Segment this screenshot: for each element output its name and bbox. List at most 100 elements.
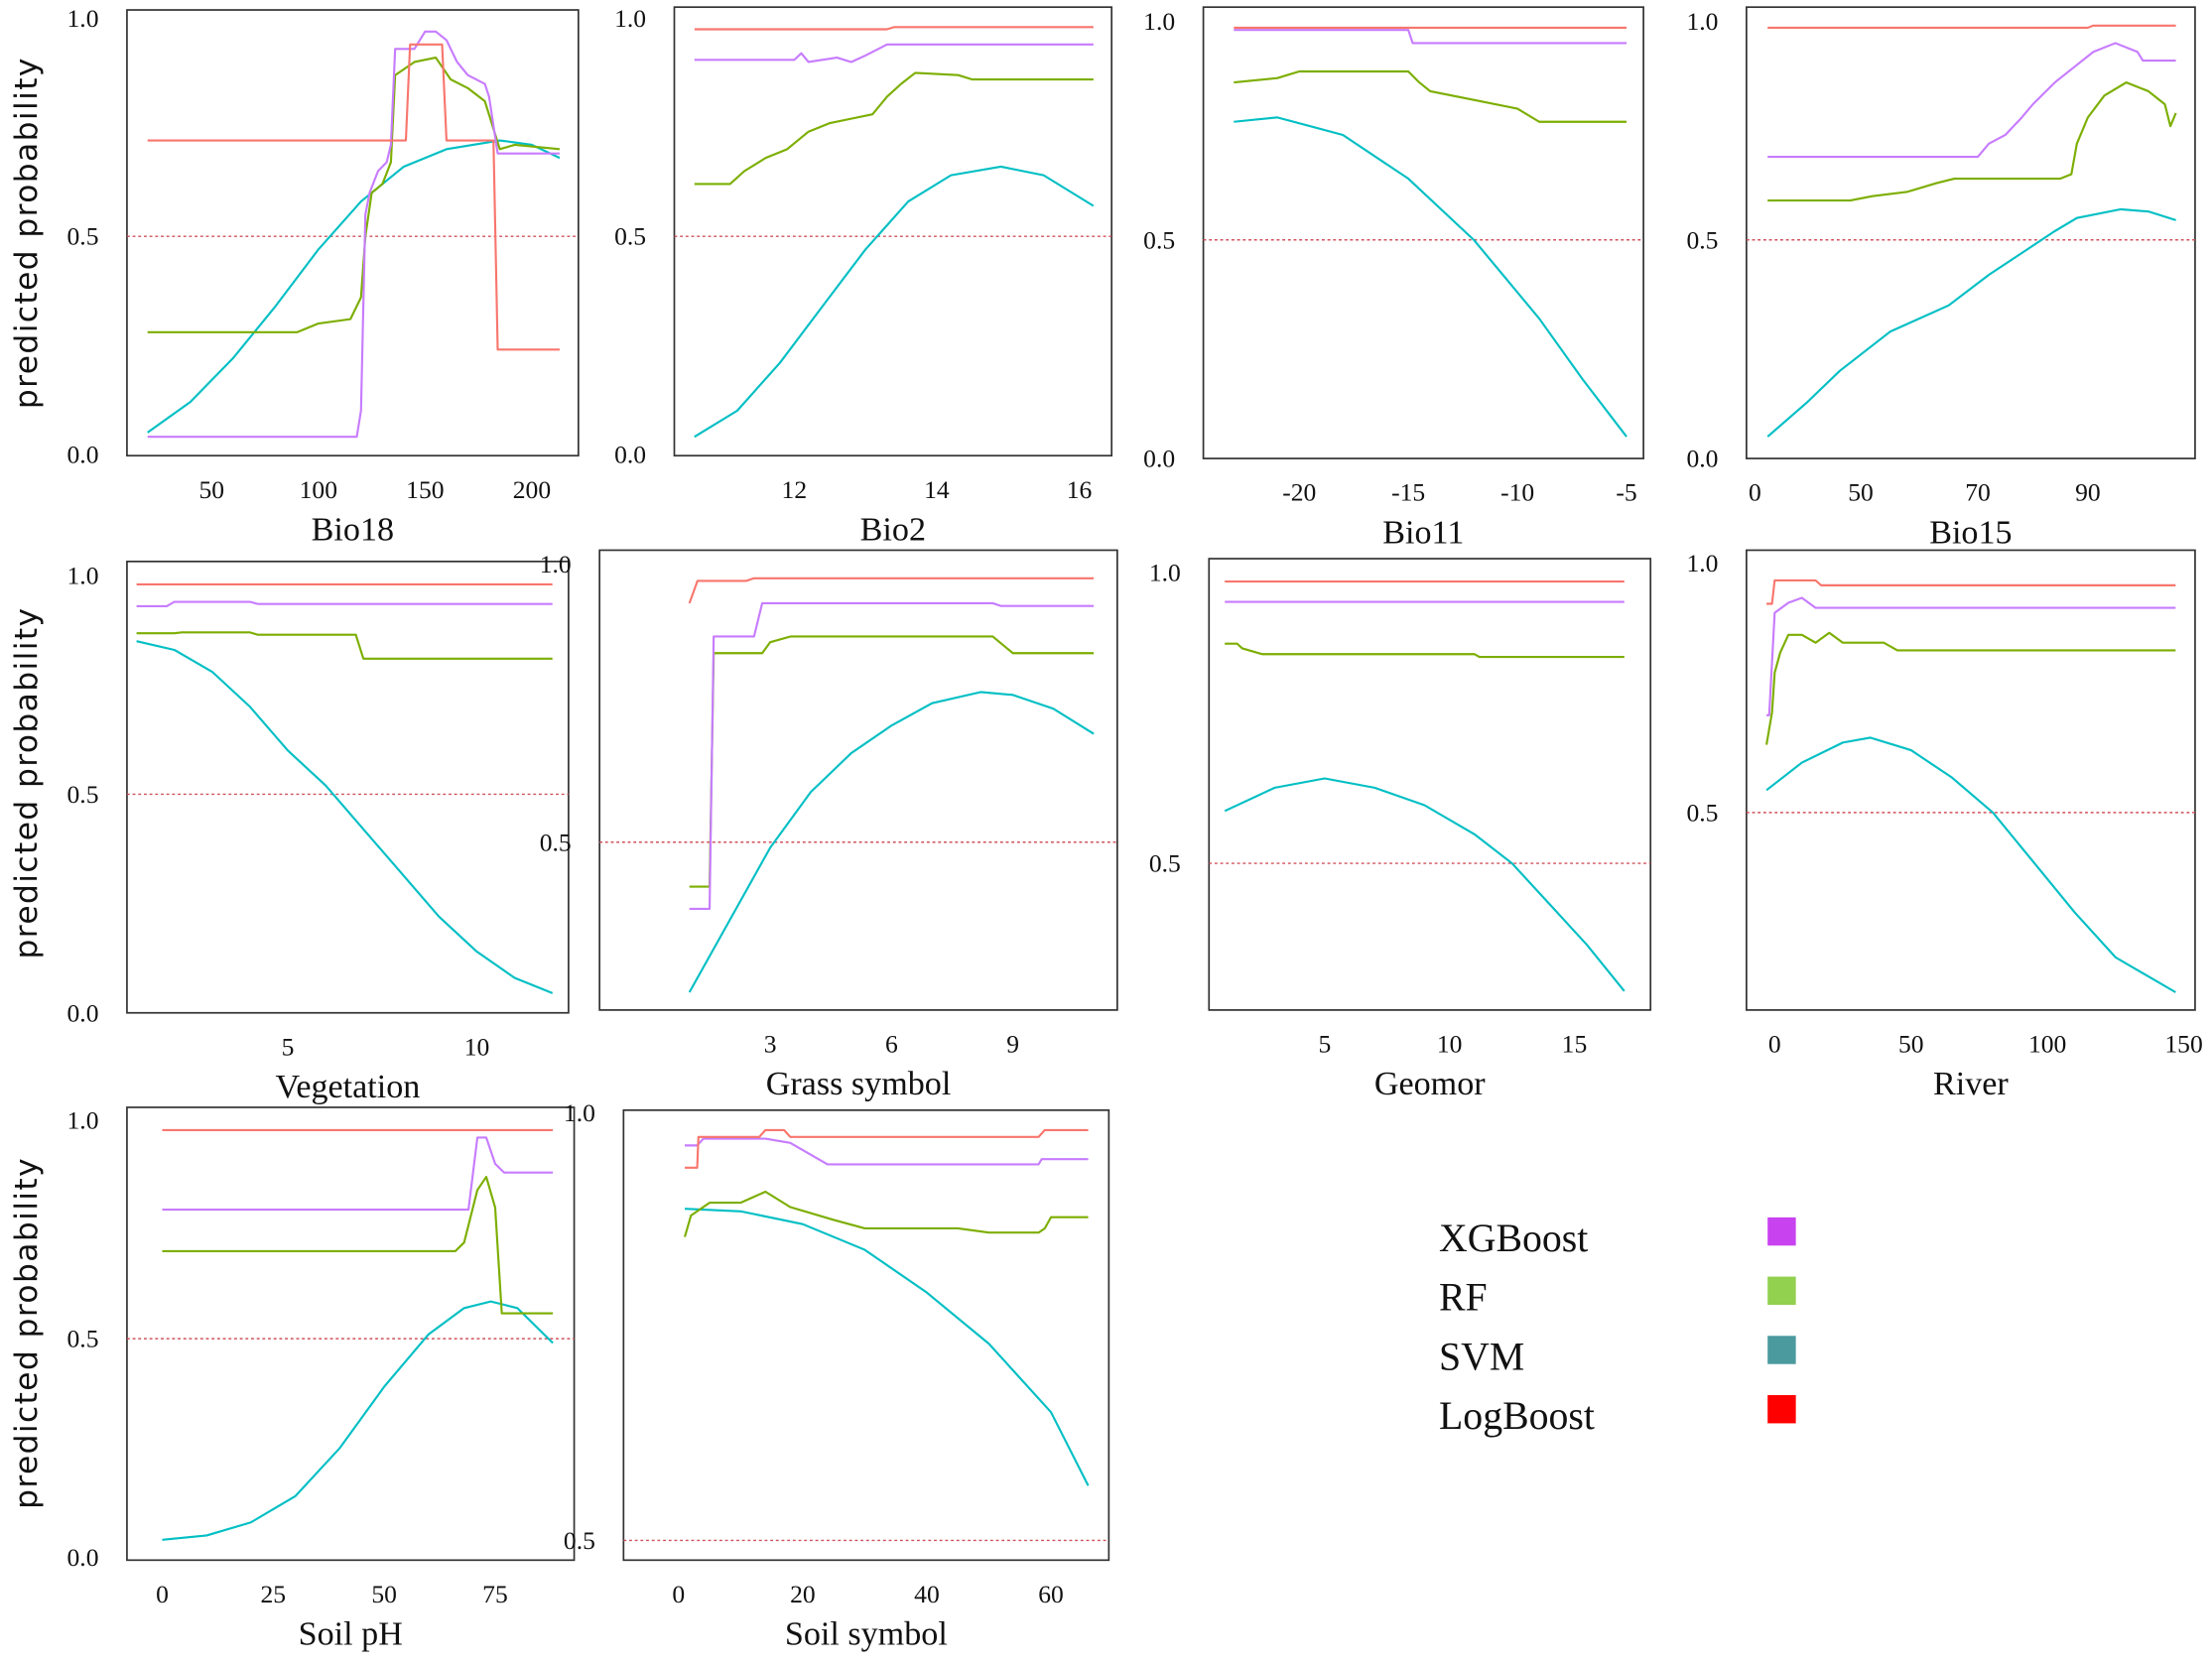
plot-frame: [126, 560, 570, 1014]
plot-frame: [622, 1108, 1110, 1562]
x-tick-label: 150: [2164, 1030, 2202, 1059]
x-tick-label: 14: [924, 475, 950, 504]
line-xgboost-grass-symbol: [689, 601, 1095, 911]
line-rf-bio2: [694, 71, 1094, 186]
x-tick-label: -20: [1282, 478, 1316, 507]
y-tick-label: 0.0: [67, 440, 99, 468]
line-xgboost-soil-ph: [162, 1136, 554, 1212]
plot-frame: [1202, 6, 1644, 459]
x-tick-label: 25: [261, 1580, 287, 1608]
x-tick-label: 75: [482, 1580, 508, 1608]
line-rf-bio11: [1234, 69, 1627, 123]
x-tick-label: -5: [1616, 478, 1636, 507]
legend-item-svm: SVM: [1439, 1335, 1796, 1378]
y-tick-label: 0.5: [67, 222, 99, 251]
line-logboost-grass-symbol: [688, 577, 1095, 604]
y-tick-label: 0.0: [67, 1543, 99, 1572]
line-svm-grass-symbol: [688, 691, 1095, 993]
line-xgboost-river: [1766, 596, 2176, 716]
line-svm-soil-ph: [162, 1300, 554, 1541]
x-tick-label: 5: [1318, 1030, 1331, 1059]
x-tick-label: 12: [782, 475, 808, 504]
x-axis-label: Bio18: [312, 512, 394, 549]
y-tick-label: 1.0: [67, 4, 99, 33]
x-tick-label: 15: [1562, 1030, 1588, 1059]
legend: XGBoost RF SVM LogBoost: [1439, 1217, 1796, 1438]
y-tick-label: 0.0: [1686, 445, 1718, 473]
x-tick-label: 100: [300, 475, 337, 504]
line-rf-soil-symbol: [683, 1190, 1089, 1237]
line-xgboost-bio15: [1767, 42, 2176, 159]
line-svm-river: [1765, 736, 2176, 993]
line-logboost-bio18: [147, 43, 560, 351]
x-axis-label: Soil symbol: [785, 1616, 948, 1653]
x-tick-label: 10: [1437, 1030, 1463, 1059]
line-rf-vegetation: [136, 631, 553, 660]
x-axis-label: Geomor: [1374, 1066, 1486, 1102]
y-tick-label: 0.5: [1143, 225, 1175, 254]
x-tick-label: 60: [1038, 1580, 1064, 1608]
y-tick-label: 0.5: [67, 1325, 99, 1353]
x-tick-label: 3: [764, 1030, 777, 1059]
x-axis-label: Bio15: [1929, 514, 2012, 551]
line-logboost-river: [1766, 578, 2176, 605]
line-rf-geomor: [1225, 642, 1625, 659]
panel-river: 0.5 1.0 0 50 100 150 River: [1686, 549, 2202, 1102]
x-tick-label: 0: [1768, 1030, 1781, 1059]
line-logboost-soil-symbol: [685, 1128, 1089, 1169]
line-svm-bio15: [1766, 207, 2176, 438]
line-xgboost-bio2: [694, 43, 1094, 64]
x-tick-label: 0: [156, 1580, 169, 1608]
line-svm-bio18: [147, 139, 561, 434]
y-axis-label: predicted probability: [9, 1157, 45, 1509]
panel-soil-ph: 0.0 0.5 1.0 0 25 50 75 Soil pH: [67, 1105, 576, 1653]
x-tick-label: -15: [1391, 478, 1425, 507]
panel-bio2: 0.0 0.5 1.0 12 14 16 Bio2: [614, 4, 1113, 549]
x-tick-label: 16: [1067, 475, 1093, 504]
line-logboost-bio15: [1767, 24, 2176, 29]
line-svm-bio2: [694, 165, 1095, 439]
x-tick-label: 0: [672, 1580, 685, 1608]
panel-soil-symbol: 0.5 1.0 0 20 40 60 Soil symbol: [564, 1098, 1110, 1653]
y-tick-label: 1.0: [67, 1105, 99, 1134]
line-xgboost-vegetation: [136, 600, 553, 607]
line-svm-vegetation: [136, 640, 554, 994]
x-axis-label: River: [1933, 1066, 2009, 1102]
line-svm-soil-symbol: [684, 1208, 1090, 1486]
y-tick-label: 1.0: [1686, 7, 1718, 36]
line-svm-bio11: [1234, 116, 1627, 438]
x-tick-label: 20: [790, 1580, 816, 1608]
line-logboost-bio2: [694, 26, 1094, 31]
line-xgboost-bio11: [1234, 29, 1627, 45]
y-tick-label: 0.0: [1143, 445, 1175, 473]
x-axis-label: Bio11: [1382, 514, 1464, 551]
x-tick-label: 50: [1898, 1030, 1924, 1059]
legend-item-xgboost: XGBoost: [1439, 1217, 1796, 1260]
x-tick-label: 100: [2028, 1030, 2066, 1059]
y-tick-label: 0.5: [564, 1526, 595, 1555]
x-axis-label: Bio2: [860, 512, 926, 549]
line-rf-river: [1765, 631, 2176, 745]
x-tick-label: 50: [198, 475, 224, 504]
y-tick-label: 1.0: [564, 1098, 595, 1127]
y-tick-label: 0.5: [540, 828, 572, 856]
y-tick-label: 0.5: [1149, 849, 1181, 878]
legend-swatch: [1767, 1217, 1796, 1246]
y-tick-label: 0.0: [614, 440, 646, 468]
x-tick-label: 50: [1848, 478, 1874, 507]
plot-frame: [598, 549, 1118, 1011]
plot-frame: [1746, 6, 2196, 459]
y-tick-label: 1.0: [540, 550, 572, 578]
plot-frame: [673, 6, 1113, 457]
plot-frame: [126, 1106, 576, 1562]
x-tick-label: 5: [282, 1032, 295, 1061]
panel-bio11: 0.0 0.5 1.0 -20 -15 -10 -5 Bio11: [1143, 6, 1644, 551]
y-tick-label: 0.5: [1686, 798, 1718, 827]
panel-bio18: 0.0 0.5 1.0 50 100 150 200 Bio18: [67, 4, 580, 549]
y-tick-label: 1.0: [1149, 559, 1181, 587]
legend-item-logboost: LogBoost: [1439, 1394, 1796, 1438]
y-tick-label: 0.5: [67, 780, 99, 809]
legend-swatch: [1767, 1276, 1796, 1306]
